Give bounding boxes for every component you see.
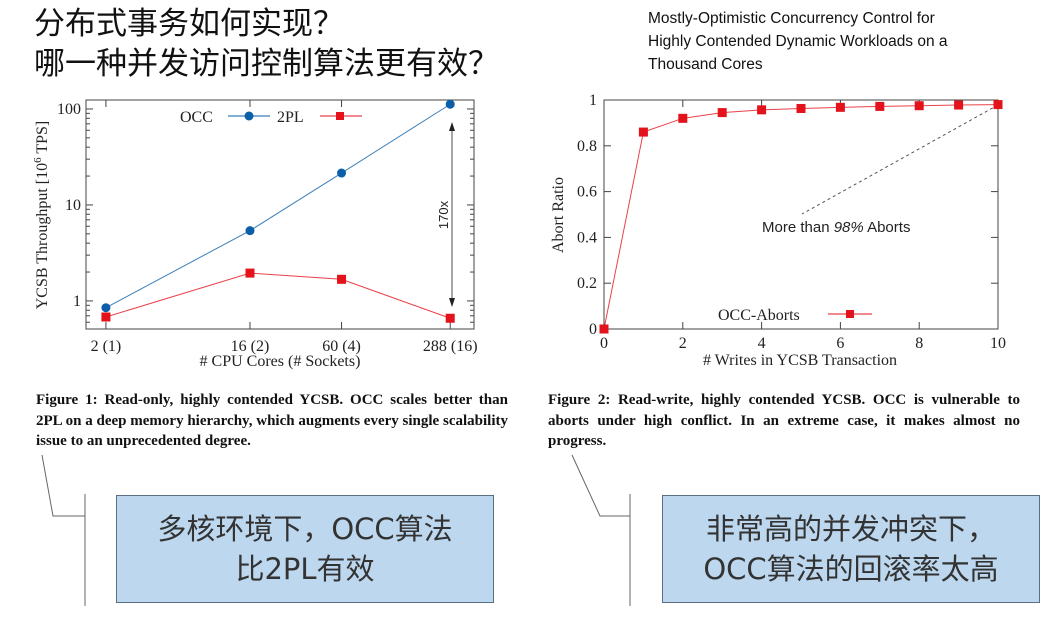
data-point-occ-aborts <box>914 101 924 111</box>
data-point-occ-aborts <box>717 108 727 118</box>
data-point-occ-aborts <box>678 113 688 123</box>
data-point-2pl <box>445 313 455 323</box>
y-tick-label: 0.6 <box>577 184 597 201</box>
x-axis-label: # Writes in YCSB Transaction <box>703 352 897 369</box>
legend: OCC 2PL <box>180 109 362 126</box>
annotation-dashed-line <box>801 104 999 215</box>
series-line-occ <box>105 103 451 309</box>
data-point-occ <box>101 303 111 313</box>
y-tick-label: 1 <box>73 293 81 310</box>
x-tick-label: 4 <box>758 335 766 352</box>
x-tick-label: 288 (16) <box>423 338 478 355</box>
paper-title: Mostly-Optimistic Concurrency Control fo… <box>648 7 948 76</box>
callout-left-line-1: 多核环境下，OCC算法 <box>157 512 453 546</box>
y-tick-label: 0.2 <box>577 275 597 292</box>
y-tick-label: 100 <box>57 101 81 118</box>
x-tick-label: 0 <box>600 335 608 352</box>
y-tick-label: 0.4 <box>577 229 597 246</box>
legend-marker-2pl <box>336 112 344 120</box>
x-tick-label: 16 (2) <box>231 338 270 355</box>
y-axis-label: YCSB Throughput [106 TPS] <box>32 121 51 310</box>
legend: OCC-Aborts <box>718 307 872 324</box>
y-tick-label: 0 <box>589 321 597 338</box>
callout-connector-right <box>571 454 630 517</box>
callout-left-line-2: 比2PL有效 <box>235 552 375 586</box>
plot-frame <box>85 99 475 330</box>
legend-marker-occ <box>244 111 254 121</box>
x-tick-label: 10 <box>990 335 1006 352</box>
data-point-occ <box>337 168 347 178</box>
data-point-occ-aborts <box>599 324 609 334</box>
x-tick-label: 8 <box>915 335 923 352</box>
x-tick-label: 2 (1) <box>91 338 122 355</box>
callout-box-left: 多核环境下，OCC算法 比2PL有效 <box>116 495 494 603</box>
x-axis-label: # CPU Cores (# Sockets) <box>200 353 361 370</box>
data-point-occ <box>445 99 455 109</box>
slide-title: 分布式事务如何实现？ 哪一种并发访问控制算法更有效？ <box>34 4 499 84</box>
y-axis-label: Abort Ratio <box>550 177 567 253</box>
data-point-occ-aborts <box>796 103 806 113</box>
chart-throughput: 1 10 100 2 (1) 16 (2) 60 (4) 288 (16) YCSB Thr… <box>32 99 478 370</box>
x-tick-label: 6 <box>836 335 844 352</box>
plot-frame <box>603 99 999 330</box>
legend-label-occ: OCC <box>180 109 213 126</box>
x-tick-label: 60 (4) <box>322 338 361 355</box>
legend-label-occ-aborts: OCC-Aborts <box>718 307 800 324</box>
legend-label-2pl: 2PL <box>277 109 304 126</box>
paper-title-line-1: Mostly-Optimistic Concurrency Control fo… <box>648 10 935 27</box>
series-line-2pl <box>105 272 451 319</box>
slide-title-line-1: 分布式事务如何实现？ <box>34 6 344 42</box>
callout-box-right: 非常高的并发冲突下， OCC算法的回滚率太高 <box>662 495 1040 603</box>
data-point-occ-aborts <box>757 105 767 115</box>
data-point-2pl <box>337 274 347 284</box>
chart-abort-ratio: 00.20.40.60.810 2 4 6 8 10 More than 98% Abor… <box>550 92 1006 369</box>
figure2-caption: Figure 2: Read-write, highly contended Y… <box>548 392 1020 449</box>
annotation-text: More than 98% Aborts <box>762 219 910 236</box>
data-point-occ-aborts <box>638 127 648 137</box>
y-tick-label: 0.8 <box>577 138 597 155</box>
data-point-occ-aborts <box>993 100 1003 110</box>
data-point-occ-aborts <box>835 102 845 112</box>
data-point-occ-aborts <box>954 100 964 110</box>
data-point-2pl <box>101 312 111 322</box>
callout-right-line-2: OCC算法的回滚率太高 <box>703 552 999 586</box>
paper-title-line-2: Highly Contended Dynamic Workloads on a <box>648 33 948 50</box>
slide-title-line-2: 哪一种并发访问控制算法更有效？ <box>34 46 499 82</box>
data-point-occ <box>245 226 255 236</box>
figure1-caption: Figure 1: Read-only, highly contended YC… <box>36 392 508 449</box>
callout-connector-left <box>41 454 85 517</box>
legend-marker <box>846 310 854 318</box>
y-tick-label: 10 <box>65 197 81 214</box>
x-tick-label: 2 <box>679 335 687 352</box>
annotation-text: 170x <box>436 200 451 229</box>
annotation-170x: 170x <box>436 122 455 307</box>
paper-title-line-3: Thousand Cores <box>648 56 763 73</box>
callout-right-line-1: 非常高的并发冲突下， <box>705 512 996 546</box>
data-point-occ-aborts <box>875 101 885 111</box>
data-point-2pl <box>245 268 255 278</box>
y-tick-label: 1 <box>589 92 597 109</box>
